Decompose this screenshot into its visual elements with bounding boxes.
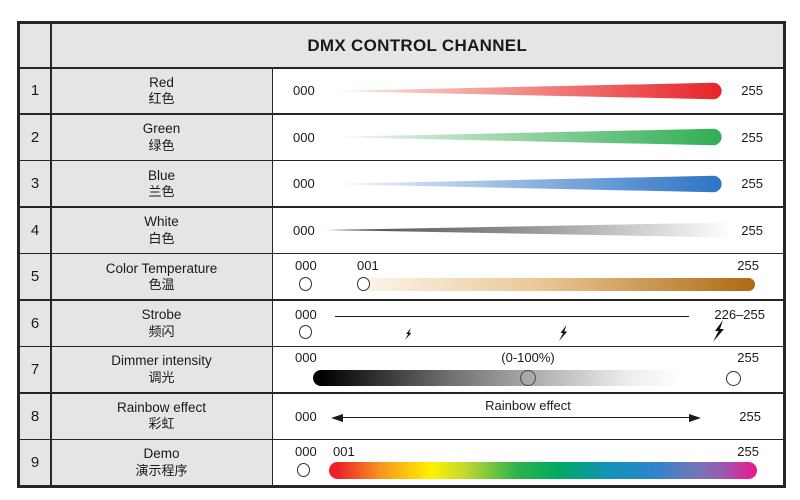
lightning-bolt-icon [713,319,724,342]
channel-name: Red 红色 [51,68,272,114]
min-value-label: 000 [295,408,317,424]
channel-number: 7 [20,347,50,393]
start-value-label: 001 [357,258,379,274]
max-value-label: 255 [737,444,759,460]
table-title: DMX CONTROL CHANNEL [51,24,783,67]
channel-name-zh: 彩虹 [148,416,175,432]
channel-number: 9 [20,440,50,485]
min-value-label: 000 [295,306,317,322]
channel-name-en: Blue [147,167,176,183]
channel-range-red: 000 255 [273,68,783,114]
channel-range-demo: 000 001 255 [273,440,783,485]
range-marker-circle-icon [357,277,370,292]
range-marker-circle-icon [726,371,741,387]
channel-name-en: Rainbow effect [116,399,207,415]
range-marker-circle-icon [299,324,312,339]
arrow-head-right [689,413,701,422]
max-value-label: 255 [741,129,763,145]
channel-name-en: Strobe [141,306,182,322]
channel-name-en: Dimmer intensity [111,353,212,369]
channel-range-green: 000 255 [273,114,783,160]
channel-number: 1 [20,68,50,114]
channel-range-blue: 000 255 [273,161,783,207]
min-value-label: 000 [295,444,317,460]
channel-number: 6 [20,300,50,346]
min-value-label: 000 [293,222,315,238]
lightning-bolt-icon [405,327,412,340]
channel-name-en: Green [142,121,181,137]
channel-name-en: Demo [143,446,180,462]
dmx-channel-table: DMX CONTROL CHANNEL 1 Red 红色 000 255 2 G… [17,21,786,488]
range-marker-circle-icon [520,370,536,387]
strobe-range-line [335,315,689,318]
channel-name: Color Temperature 色温 [51,254,272,300]
double-headed-arrow-icon [331,413,701,423]
channel-name-zh: 演示程序 [135,462,188,478]
blue-intensity-wedge [324,175,722,193]
channel-range-white: 000 255 [273,207,783,253]
channel-name-zh: 频闪 [148,323,175,339]
min-value-label: 000 [295,258,317,274]
channel-number: 5 [20,254,50,300]
max-value-label: 255 [741,83,763,99]
channel-number: 3 [20,161,50,207]
green-intensity-wedge [324,129,722,146]
channel-name: Dimmer intensity 调光 [51,347,272,393]
red-intensity-wedge [324,82,722,100]
range-marker-circle-icon [299,277,312,292]
min-value-label: 000 [293,83,315,99]
percent-range-label: (0-100%) [501,350,555,366]
range-marker-circle-icon [297,463,310,478]
channel-number: 8 [20,393,50,439]
start-value-label: 001 [333,444,355,460]
channel-name-en: Red [149,74,174,90]
channel-range-dimmer: 000 (0-100%) 255 [273,347,783,393]
channel-name-zh: 白色 [148,230,175,246]
channel-range-color-temperature: 000 001 255 [273,254,783,300]
channel-name-zh: 红色 [148,91,175,107]
lightning-bolt-icon [559,324,568,341]
channel-name: Green 绿色 [51,114,272,160]
header-corner-cell [20,24,50,67]
min-value-label: 000 [293,176,315,192]
channel-name-zh: 绿色 [148,137,175,153]
channel-number: 2 [20,114,50,160]
min-value-label: 000 [293,129,315,145]
demo-rainbow-gradient-bar [329,462,757,480]
channel-name-en: White [144,214,179,230]
channel-name-zh: 调光 [148,369,175,385]
max-value-label: 255 [737,350,759,366]
channel-number: 4 [20,207,50,253]
channel-name: Demo 演示程序 [51,440,272,485]
channel-name-zh: 色温 [148,277,175,293]
color-temperature-gradient-bar [363,278,755,292]
channel-name: White 白色 [51,207,272,253]
channel-name: Rainbow effect 彩虹 [51,393,272,439]
arrow-head-left [331,413,343,422]
dimmer-gradient-bar [313,370,697,387]
channel-name-zh: 兰色 [148,184,175,200]
min-value-label: 000 [295,350,317,366]
rainbow-effect-label: Rainbow effect [485,397,571,413]
max-value-label: 255 [737,258,759,274]
channel-name-en: Color Temperature [105,260,218,276]
max-value-label: 226–255 [714,306,765,322]
channel-range-strobe: 000 226–255 [273,300,783,346]
arrow-shaft [343,416,689,419]
channel-range-rainbow: Rainbow effect 000 255 [273,393,783,439]
max-value-label: 255 [741,222,763,238]
max-value-label: 255 [739,408,761,424]
max-value-label: 255 [741,176,763,192]
channel-name: Strobe 频闪 [51,300,272,346]
channel-name: Blue 兰色 [51,161,272,207]
white-intensity-wedge [324,222,732,238]
